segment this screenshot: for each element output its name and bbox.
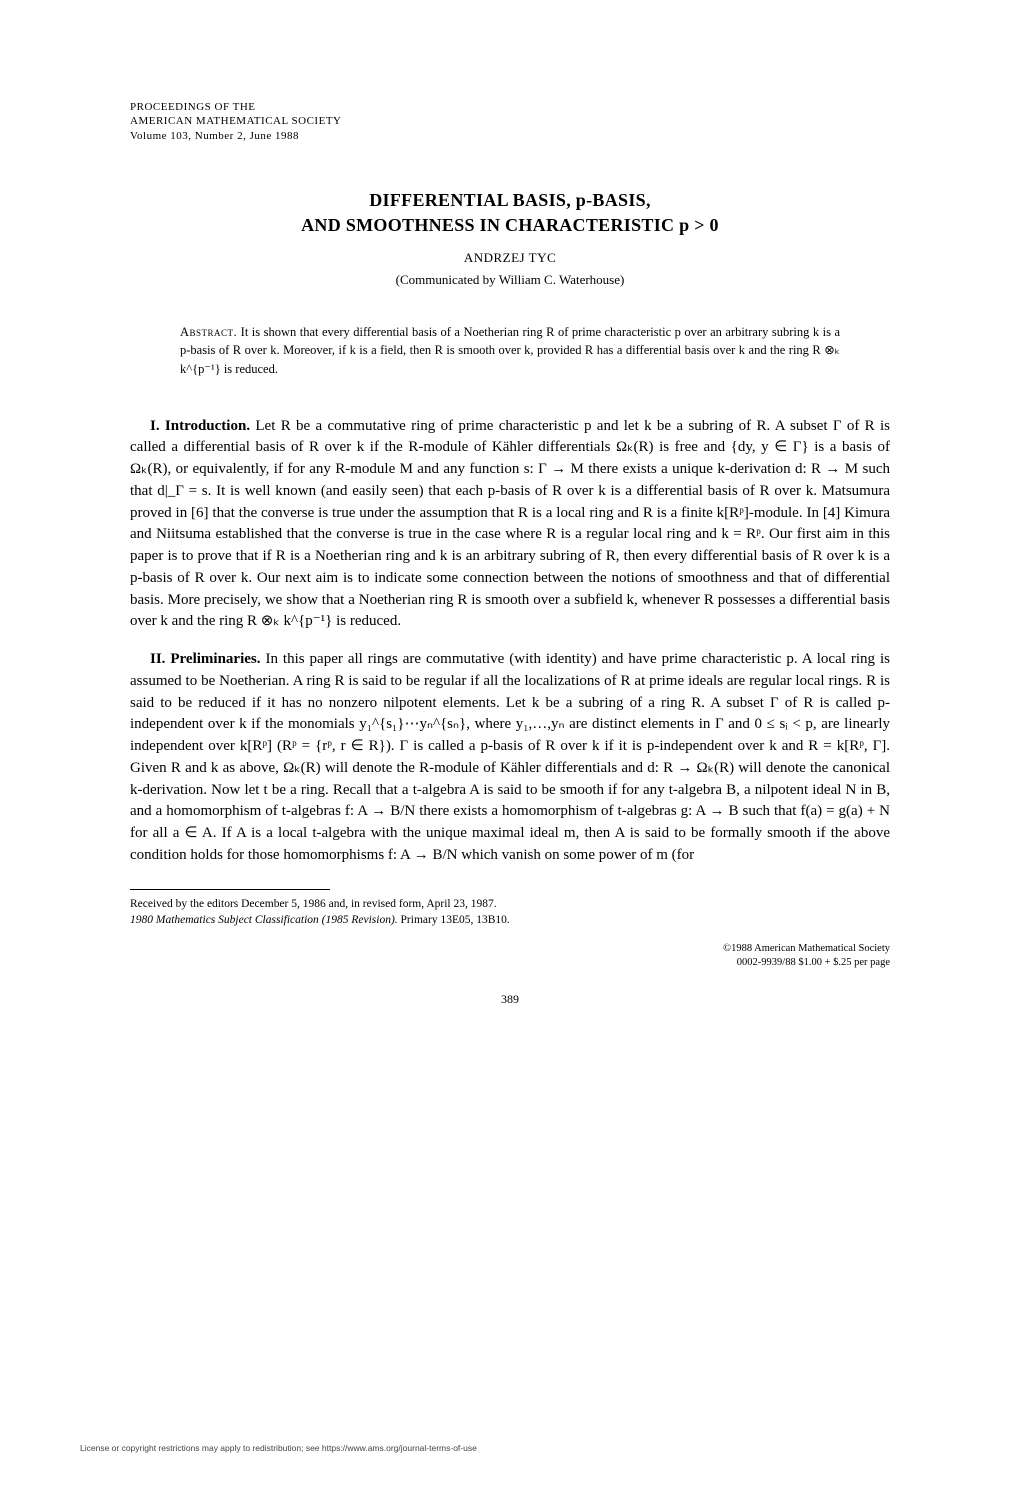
section-preliminaries: II. Preliminaries. In this paper all rin… xyxy=(130,649,890,867)
abstract-text: It is shown that every differential basi… xyxy=(180,325,840,375)
section-2-title: II. Preliminaries. xyxy=(150,651,261,667)
author: ANDRZEJ TYC xyxy=(130,250,890,266)
footnote-rule xyxy=(130,889,330,890)
abstract: Abstract. It is shown that every differe… xyxy=(180,323,840,377)
footnote-received: Received by the editors December 5, 1986… xyxy=(130,896,890,912)
title-line-1: DIFFERENTIAL BASIS, p-BASIS, xyxy=(130,188,890,213)
journal-header: PROCEEDINGS OF THE AMERICAN MATHEMATICAL… xyxy=(130,100,890,143)
msc-text: Primary 13E05, 13B10. xyxy=(398,914,510,926)
msc-label: 1980 Mathematics Subject Classification … xyxy=(130,914,398,926)
copyright-line-2: 0002-9939/88 $1.00 + $.25 per page xyxy=(130,956,890,970)
abstract-label: Abstract. xyxy=(180,325,237,339)
section-2-text: In this paper all rings are commutative … xyxy=(130,651,890,863)
section-introduction: I. Introduction. Let R be a commutative … xyxy=(130,416,890,634)
page-number: 389 xyxy=(130,992,890,1007)
copyright-block: ©1988 American Mathematical Society 0002… xyxy=(130,942,890,970)
section-1-text: Let R be a commutative ring of prime cha… xyxy=(130,418,890,630)
title-line-2: AND SMOOTHNESS IN CHARACTERISTIC p > 0 xyxy=(130,213,890,238)
header-line-3: Volume 103, Number 2, June 1988 xyxy=(130,129,890,143)
title-block: DIFFERENTIAL BASIS, p-BASIS, AND SMOOTHN… xyxy=(130,188,890,238)
license-notice: License or copyright restrictions may ap… xyxy=(80,1443,477,1453)
communicated-by: (Communicated by William C. Waterhouse) xyxy=(130,272,890,288)
header-line-2: AMERICAN MATHEMATICAL SOCIETY xyxy=(130,114,890,128)
header-line-1: PROCEEDINGS OF THE xyxy=(130,100,890,114)
footnote-msc: 1980 Mathematics Subject Classification … xyxy=(130,912,890,928)
section-1-title: I. Introduction. xyxy=(150,418,250,434)
copyright-line-1: ©1988 American Mathematical Society xyxy=(130,942,890,956)
